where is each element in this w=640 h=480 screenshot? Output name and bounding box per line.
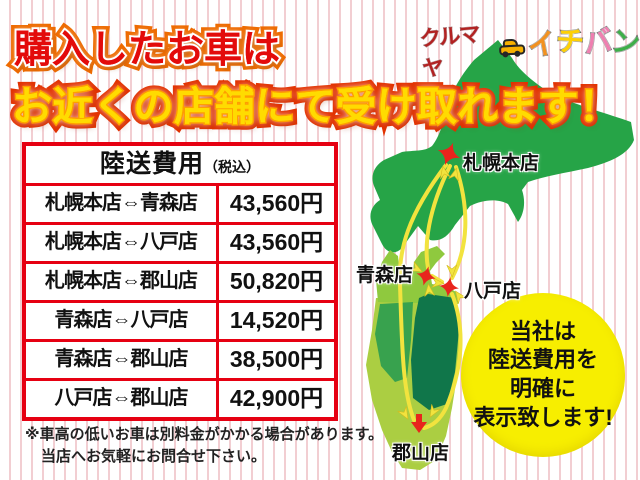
badge-line: 陸送費用を [487, 347, 598, 373]
logo-text-ichiban: イ チ バ ン [524, 24, 640, 64]
footnote-line-2: 当店へお気軽にお問合せ下さい。 [41, 447, 267, 465]
route-sapporo-aomori [424, 164, 452, 270]
route-cell: 札幌本店⇔八戸店 [26, 225, 219, 261]
map-label-sapporo: 札幌本店 [463, 153, 540, 174]
table-row: 札幌本店⇔青森店 43,560円 [26, 186, 334, 225]
route-cell: 札幌本店⇔青森店 [26, 186, 219, 222]
title-line-1: 購入したお車は [14, 18, 280, 73]
fee-table-title: 陸送費用 [99, 150, 204, 178]
shipping-fee-table: 陸送費用（税込） 札幌本店⇔青森店 43,560円 札幌本店⇔八戸店 43,56… [22, 142, 338, 421]
map-label-hachinohe: 八戸店 [464, 281, 522, 302]
shop-logo: クルマヤ イ チ バ ン [419, 10, 640, 81]
price-cell: 43,560円 [229, 229, 324, 255]
badge-line: 表示致します! [473, 404, 613, 430]
price-cell: 42,900円 [229, 385, 324, 411]
route-cell: 青森店⇔八戸店 [26, 303, 219, 339]
star-hachinohe [439, 277, 459, 297]
logo-text-kurumaya: クルマヤ [419, 22, 481, 81]
route-sapporo-koriyama [397, 163, 448, 422]
price-cell: 50,820円 [229, 268, 324, 294]
route-cell: 札幌本店⇔郡山店 [26, 264, 219, 300]
route-aomori-hachinohe [430, 274, 444, 284]
table-row: 札幌本店⇔八戸店 43,560円 [26, 225, 334, 264]
footnote-line-1: ※車高の低いお車は別料金がかかる場合があります。 [25, 426, 384, 443]
fee-table-header: 陸送費用（税込） [26, 146, 334, 186]
route-sapporo-hachinohe [450, 165, 468, 280]
table-row: 札幌本店⇔郡山店 50,820円 [26, 264, 334, 303]
price-cell: 43,560円 [229, 190, 324, 216]
arrow-koriyama [411, 414, 427, 433]
footnote: ※車高の低いお車は別料金がかかる場合があります。 当店へお気軽にお問合せ下さい。 [25, 424, 383, 468]
badge-line: 明確に [509, 376, 576, 401]
fee-table-tax-note: （税込） [204, 159, 260, 175]
car-icon [498, 38, 526, 58]
aomori-shape [376, 246, 458, 304]
route-hachinohe-koriyama [422, 292, 463, 430]
price-cell: 38,500円 [229, 346, 324, 372]
table-row: 青森店⇔郡山店 38,500円 [26, 342, 334, 381]
logo-letter: ン [609, 25, 640, 61]
title-line-2: お近くの店舗にて受け取れます！ [12, 74, 620, 132]
badge-line: 当社は [509, 318, 576, 344]
table-row: 青森店⇔八戸店 14,520円 [26, 303, 334, 342]
star-sapporo [437, 142, 461, 166]
map-label-koriyama: 郡山店 [392, 443, 450, 464]
map-label-aomori: 青森店 [356, 265, 414, 286]
iwate-shape [411, 294, 459, 410]
route-cell: 青森店⇔郡山店 [26, 342, 219, 378]
price-cell: 14,520円 [229, 307, 324, 333]
logo-letter: イ [524, 26, 559, 63]
star-aomori [416, 266, 436, 286]
route-arrowheads [397, 165, 467, 420]
logo-letter: バ [581, 24, 615, 60]
table-row: 八戸店⇔郡山店 42,900円 [26, 381, 334, 417]
route-cell: 八戸店⇔郡山店 [26, 381, 219, 417]
transparency-badge: 当社は 陸送費用を 明確に 表示致します! [461, 293, 625, 457]
route-lines [397, 163, 468, 430]
logo-letter: チ [554, 24, 585, 58]
store-star-markers [411, 142, 461, 433]
